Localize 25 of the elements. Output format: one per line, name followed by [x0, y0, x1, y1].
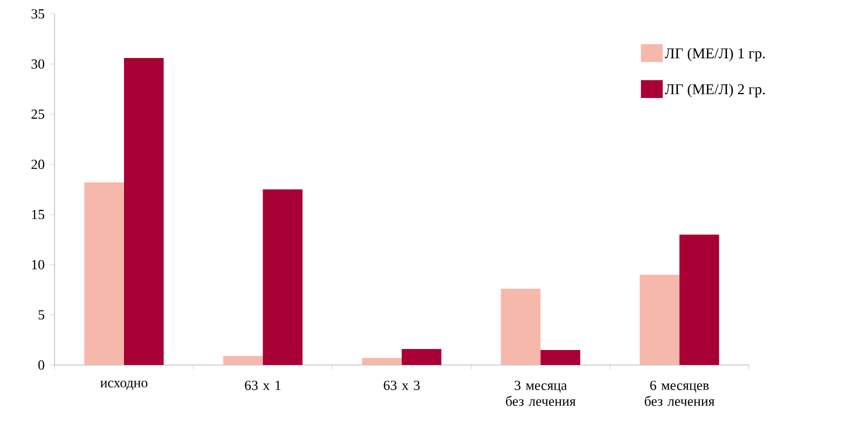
bar — [500, 288, 541, 365]
x-tick-label: 3 месяца без лечения — [506, 380, 576, 406]
bar — [84, 182, 124, 365]
bar — [540, 350, 580, 365]
x-tick-label: исходно — [100, 380, 148, 390]
bar — [124, 58, 164, 365]
legend-label: ЛГ (МЕ/Л) 2 гр. — [664, 84, 765, 98]
y-tick-label: 35 — [32, 9, 44, 18]
legend-label: ЛГ (МЕ/Л) 1 гр. — [664, 48, 765, 62]
y-tick-label: 10 — [32, 260, 44, 270]
bar — [362, 358, 402, 365]
y-tick-label: 15 — [32, 210, 44, 219]
bar — [402, 348, 442, 365]
x-tick-label: 63 х 3 — [384, 380, 420, 390]
bar — [223, 356, 263, 365]
bar — [262, 189, 303, 365]
bar — [679, 234, 720, 365]
x-tick-label: 6 месяцев без лечения — [644, 380, 714, 406]
x-tick-label: 63 х 1 — [244, 380, 281, 390]
y-tick-label: 20 — [31, 159, 44, 169]
y-tick-label: 0 — [38, 360, 44, 370]
y-tick-label: 30 — [32, 59, 44, 69]
bar — [640, 274, 680, 365]
y-tick-label: 5 — [38, 310, 44, 320]
y-tick-label: 25 — [31, 109, 44, 119]
